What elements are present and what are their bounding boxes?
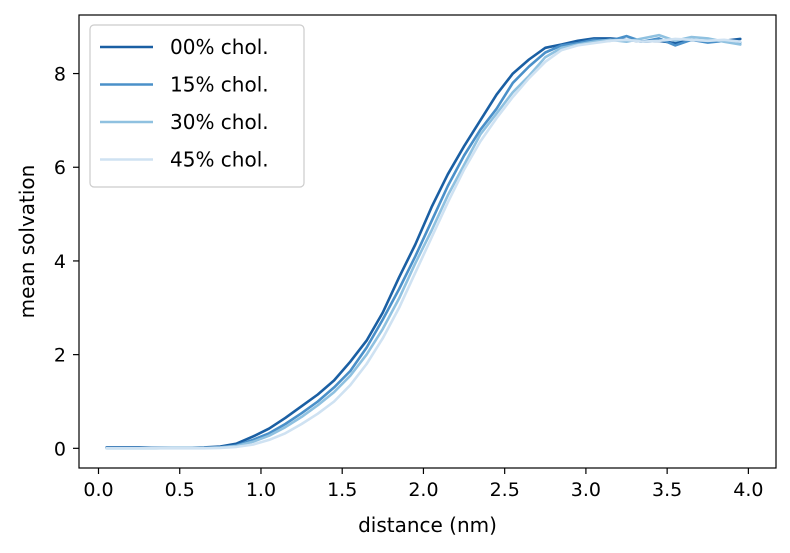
y-tick-label: 6 [54,157,66,179]
legend: 00% chol. 15% chol. 30% chol. 45% chol. [89,24,305,188]
x-tick-label: 3.0 [571,479,601,501]
series-line-3 [105,37,742,450]
y-tick-label: 4 [54,251,66,273]
x-tick-label: 1.5 [327,479,357,501]
x-tick-label: 1.0 [246,479,276,501]
x-tick-label: 3.5 [652,479,682,501]
y-axis: 0 2 4 6 8 [54,64,79,460]
y-tick-label: 2 [54,345,66,367]
x-tick-label: 2.0 [408,479,438,501]
x-tick-label: 2.5 [490,479,520,501]
legend-label-3: 45% chol. [170,148,269,172]
y-tick-label: 8 [54,64,66,86]
x-axis-label: distance (nm) [358,513,497,537]
legend-box [89,24,305,188]
x-tick-label: 0.5 [165,479,195,501]
legend-label-1: 15% chol. [170,73,269,97]
legend-label-2: 30% chol. [170,110,269,134]
x-axis: 0.0 0.5 1.0 1.5 2.0 2.5 3.0 3.5 4.0 [83,468,763,501]
plot-frame [78,14,777,469]
x-tick-label: 0.0 [83,479,113,501]
y-tick-label: 0 [54,438,66,460]
y-axis-label: mean solvation [15,165,39,319]
legend-label-0: 00% chol. [170,35,269,59]
x-tick-label: 4.0 [733,479,763,501]
plot-area [105,33,742,450]
